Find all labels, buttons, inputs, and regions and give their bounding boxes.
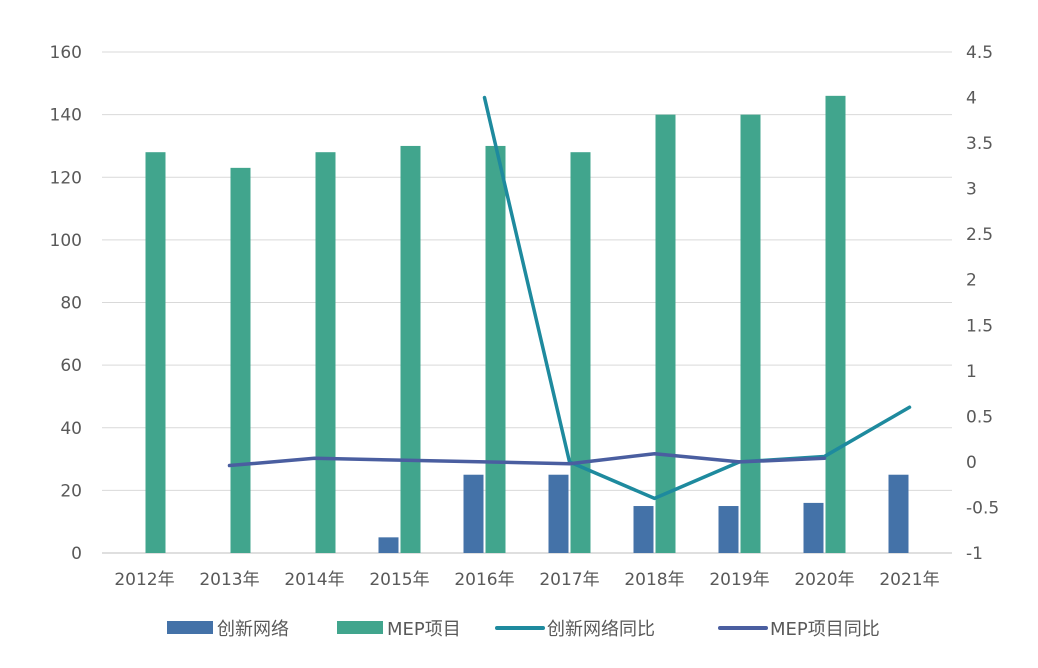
right-tick-label: 3: [966, 180, 977, 200]
right-tick-label: 2.5: [966, 225, 993, 245]
bar-MEP项目: [315, 152, 336, 553]
line-series-创新网络同比: [482, 95, 912, 501]
x-axis: 2012年 2013年 2014年 2015年 2016年 2017年 2018年 2019年…: [114, 570, 939, 590]
left-tick-label: 0: [71, 544, 82, 564]
x-tick-label: 2019年: [709, 570, 769, 590]
x-tick-label: 2021年: [879, 570, 939, 590]
right-tick-label: 0.5: [966, 407, 993, 427]
right-tick-label: -1: [966, 544, 983, 564]
x-tick-label: 2018年: [624, 570, 684, 590]
lines: [227, 95, 912, 501]
left-axis: 0 20 40 60 80 100 120 140 160: [50, 43, 82, 564]
legend-label: MEP项目: [387, 619, 461, 640]
left-tick-label: 60: [60, 356, 82, 376]
x-tick-label: 2017年: [539, 570, 599, 590]
bar-创新网络: [378, 537, 399, 553]
bar-创新网络: [888, 474, 909, 553]
bar-MEP项目: [145, 152, 166, 553]
bar-MEP项目: [400, 145, 421, 553]
left-tick-label: 140: [50, 106, 82, 126]
right-tick-label: 1: [966, 362, 977, 382]
legend-swatch: [167, 621, 213, 634]
bar-MEP项目: [825, 95, 846, 554]
line-series-MEP项目同比: [227, 451, 827, 468]
right-tick-label: 4.5: [966, 43, 993, 63]
right-tick-label: 3.5: [966, 134, 993, 154]
right-tick-label: 4: [966, 89, 977, 109]
x-tick-label: 2015年: [369, 570, 429, 590]
x-tick-label: 2016年: [454, 570, 514, 590]
left-tick-label: 100: [50, 231, 82, 251]
bar-MEP项目: [230, 167, 251, 553]
x-tick-label: 2020年: [794, 570, 854, 590]
x-tick-label: 2014年: [284, 570, 344, 590]
legend-swatch: [337, 621, 383, 634]
bar-创新网络: [463, 474, 484, 553]
right-axis: -1 -0.5 0 0.5 1 1.5 2 2.5 3 3.5 4 4.5: [966, 43, 999, 564]
right-tick-label: 1.5: [966, 316, 993, 336]
x-tick-label: 2012年: [114, 570, 174, 590]
gridlines: [102, 51, 952, 554]
right-tick-label: 0: [966, 453, 977, 473]
bar-创新网络: [803, 502, 824, 553]
legend-label: 创新网络同比: [547, 619, 655, 640]
bar-MEP项目: [485, 145, 506, 553]
left-tick-label: 120: [50, 168, 82, 188]
left-tick-label: 80: [60, 294, 82, 314]
right-tick-label: 2: [966, 271, 977, 291]
x-tick-label: 2013年: [199, 570, 259, 590]
bar-MEP项目: [570, 152, 591, 553]
left-tick-label: 20: [60, 481, 82, 501]
left-tick-label: 160: [50, 43, 82, 63]
legend-label: MEP项目同比: [770, 619, 880, 640]
legend: 创新网络 MEP项目 创新网络同比 MEP项目同比: [167, 619, 880, 640]
bar-创新网络: [633, 506, 654, 553]
bar-MEP项目: [655, 114, 676, 553]
right-tick-label: -0.5: [966, 498, 999, 518]
left-tick-label: 40: [60, 419, 82, 439]
bars: [145, 95, 909, 554]
bar-创新网络: [718, 506, 739, 553]
bar-MEP项目: [740, 114, 761, 553]
legend-label: 创新网络: [217, 619, 289, 640]
bar-创新网络: [548, 474, 569, 553]
